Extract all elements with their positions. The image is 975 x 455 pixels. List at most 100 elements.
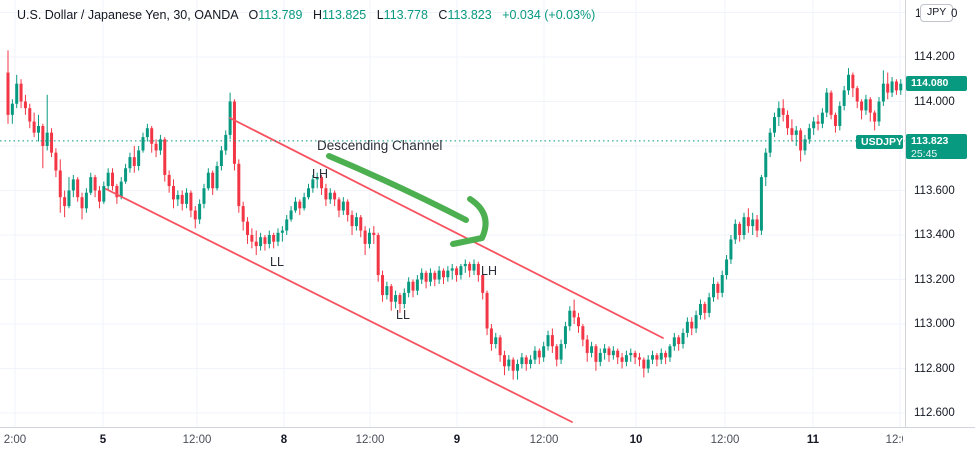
trend-arrow-shaft[interactable] <box>326 153 469 223</box>
candle-body <box>585 339 589 353</box>
channel-trendline[interactable] <box>105 188 573 423</box>
candle-body <box>84 192 88 209</box>
candle-body <box>472 263 476 271</box>
time-tick-label: 12:00 <box>355 434 385 446</box>
candle-body <box>254 241 258 247</box>
candle-body <box>224 134 228 151</box>
candle-body <box>337 199 341 211</box>
swing-point-label[interactable]: LL <box>396 308 410 322</box>
candle-body <box>15 83 19 104</box>
candle-body <box>145 128 149 138</box>
candle-body <box>807 128 811 140</box>
candle-body <box>350 214 354 227</box>
candle-body <box>280 230 284 233</box>
candle-body <box>381 275 385 296</box>
price-tick-label: 113.200 <box>914 273 955 286</box>
price-tick-label: 113.000 <box>914 318 955 330</box>
time-tick-label: 9 <box>453 434 461 446</box>
time-tick-label: 2:00 <box>3 434 27 446</box>
candle-body <box>219 150 223 167</box>
candle-body <box>246 221 250 235</box>
candle-body <box>507 359 511 367</box>
candle-body <box>733 223 737 240</box>
candle-body <box>533 350 537 360</box>
candle-body <box>202 188 206 204</box>
candle-body <box>67 190 71 207</box>
candle-body <box>23 101 27 109</box>
candle-body <box>476 263 480 276</box>
candle-body <box>128 157 132 169</box>
ohlc-high: H113.825 <box>312 8 367 22</box>
candle-body <box>742 217 746 235</box>
symbol-title[interactable]: U.S. Dollar / Japanese Yen, 30, OANDA <box>17 8 238 22</box>
candle-body <box>511 359 515 371</box>
swing-point-label[interactable]: LH <box>312 167 328 181</box>
candle-body <box>10 103 14 115</box>
candle-body <box>542 346 546 358</box>
candle-body <box>637 357 641 360</box>
candle-body <box>681 332 685 345</box>
channel-annotation-label[interactable]: Descending Channel <box>317 138 443 153</box>
price-tick-label: 112.800 <box>914 362 955 375</box>
candle-body <box>324 188 328 200</box>
candle-body <box>664 352 668 358</box>
candle-body <box>463 263 467 267</box>
candle-body <box>63 197 67 207</box>
candle-body <box>655 355 659 360</box>
price-tick-label: 113.400 <box>914 229 955 241</box>
candle-body <box>620 357 624 362</box>
candle-body <box>659 352 663 360</box>
candle-body <box>198 203 202 220</box>
candle-body <box>820 112 824 124</box>
candle-body <box>41 125 45 146</box>
top-tick-fragment-left: 1 <box>915 8 922 20</box>
candle-body <box>590 346 594 353</box>
candle-body <box>346 201 350 215</box>
candle-body <box>668 346 672 358</box>
candle-body <box>119 181 123 198</box>
time-tick-label: 5 <box>99 434 107 446</box>
candle-body <box>768 132 772 153</box>
price-axis[interactable]: 114.200114.000113.800113.600113.400113.2… <box>906 0 975 427</box>
candle-body <box>298 201 302 209</box>
candle-body <box>581 326 585 340</box>
candle-body <box>629 352 633 356</box>
candle-body <box>93 177 97 191</box>
candle-body <box>407 281 411 293</box>
candle-body <box>237 163 241 207</box>
time-axis[interactable]: 2:00 5 12:00 8 12:00 9 12:00 10 12:00 11 12:00 <box>0 428 975 455</box>
currency-toggle-button[interactable]: JPY <box>920 4 954 22</box>
candle-body <box>516 364 520 371</box>
candle-body <box>572 310 576 318</box>
candle-body <box>398 295 402 304</box>
candle-body <box>603 348 607 353</box>
candle-body <box>524 357 528 365</box>
candle-body <box>424 272 428 282</box>
candle-body <box>141 137 145 151</box>
candle-body <box>6 72 10 115</box>
price-tick-label: 113.600 <box>914 184 955 197</box>
price-axis-top: 1 JPY 0 <box>906 4 975 25</box>
candle-body <box>725 259 729 276</box>
candle-body <box>394 295 398 302</box>
candle-body <box>385 286 389 296</box>
candle-body <box>263 237 267 244</box>
candle-body <box>259 237 263 247</box>
candle-body <box>446 270 450 278</box>
time-tick-label: 12:00 <box>182 434 212 446</box>
candle-body <box>703 303 707 313</box>
ohlc-close: C113.823 <box>438 8 492 22</box>
candle-body <box>415 279 419 291</box>
candle-body <box>829 92 833 115</box>
candle-body <box>154 143 158 151</box>
candle-body <box>825 92 829 113</box>
channel-trendline[interactable] <box>229 117 664 339</box>
swing-point-label[interactable]: LL <box>270 255 284 269</box>
price-change: +0.034 (+0.03%) <box>502 8 596 22</box>
candle-body <box>868 99 872 113</box>
candle-body <box>890 81 894 93</box>
trend-arrow-head[interactable] <box>450 196 489 247</box>
candle-body <box>498 337 502 356</box>
swing-point-label[interactable]: LH <box>481 264 497 278</box>
